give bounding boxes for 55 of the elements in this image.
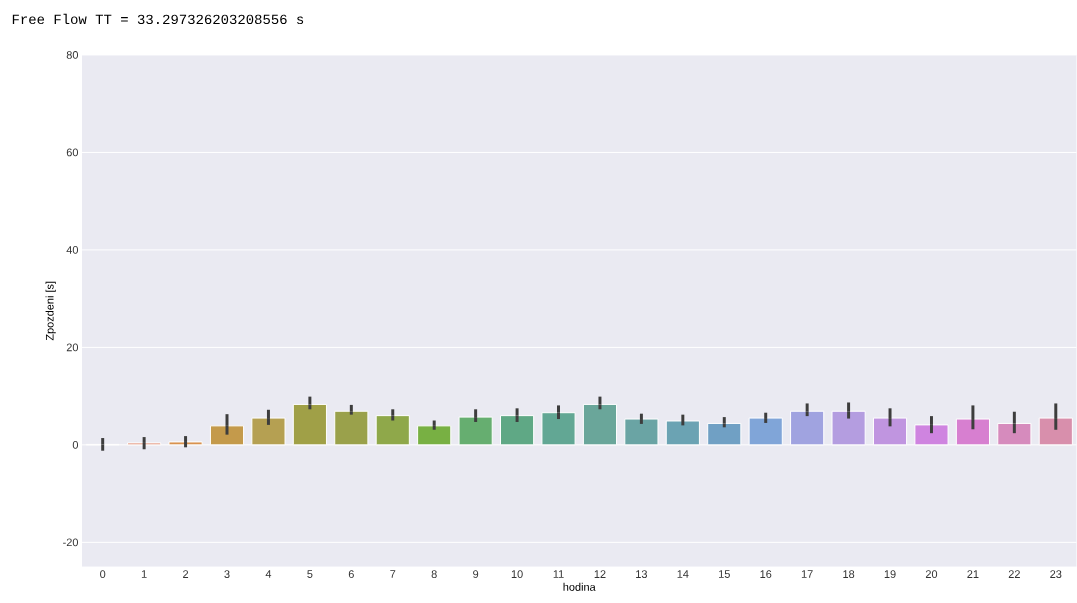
bar (1038, 417, 1073, 446)
bar (168, 441, 203, 446)
bar (458, 416, 493, 446)
bar (997, 423, 1032, 446)
bar (500, 415, 535, 446)
chart-title: Free Flow TT = 33.297326203208556 s (12, 14, 304, 25)
y-tick-label: 80 (66, 51, 79, 59)
x-tick-label: 2 (183, 570, 189, 579)
x-tick-label: 6 (348, 570, 354, 579)
x-tick-label: 5 (307, 570, 313, 579)
bar (417, 425, 452, 446)
bar (748, 417, 783, 446)
bar (665, 420, 700, 446)
bar (209, 425, 245, 446)
x-tick-label: 3 (224, 570, 230, 579)
x-tick-label: 20 (925, 570, 938, 579)
x-tick-label: 0 (100, 570, 106, 579)
y-tick-label: 20 (66, 343, 79, 352)
bar (624, 418, 659, 446)
y-tick-label: -20 (63, 538, 79, 547)
bar (292, 404, 327, 446)
x-tick-label: 22 (1008, 570, 1020, 579)
x-tick-label: 10 (511, 570, 523, 579)
x-tick-label: 8 (431, 570, 437, 579)
x-tick-label: 16 (760, 570, 772, 579)
x-tick-label: 23 (1050, 570, 1062, 579)
bar (334, 410, 369, 446)
bar (955, 418, 990, 446)
bar (831, 410, 866, 446)
bar (790, 410, 825, 446)
bar (582, 404, 618, 446)
bar (707, 423, 742, 446)
x-tick-label: 17 (801, 570, 813, 578)
bar (914, 424, 949, 446)
bar (375, 415, 410, 446)
x-tick-label: 21 (967, 570, 979, 579)
x-tick-label: 11 (553, 570, 564, 578)
x-tick-label: 9 (473, 570, 479, 579)
x-tick-label: 19 (884, 570, 896, 579)
y-tick-label: 0 (72, 441, 79, 449)
x-axis-title: hodina (563, 582, 596, 592)
y-tick-label: 60 (66, 148, 79, 157)
x-tick-label: 7 (390, 570, 396, 578)
y-tick-label: 40 (66, 246, 79, 254)
x-tick-label: 13 (636, 570, 647, 579)
x-tick-label: 14 (677, 570, 689, 578)
bar (872, 417, 908, 446)
y-axis-title: Zpozdeni [s] (45, 281, 56, 341)
x-tick-label: 12 (594, 570, 606, 579)
bar (541, 412, 576, 446)
x-tick-label: 1 (141, 570, 147, 578)
x-tick-label: 4 (265, 570, 272, 578)
x-tick-label: 15 (719, 570, 730, 579)
bar (251, 417, 286, 446)
x-tick-label: 18 (843, 570, 855, 579)
